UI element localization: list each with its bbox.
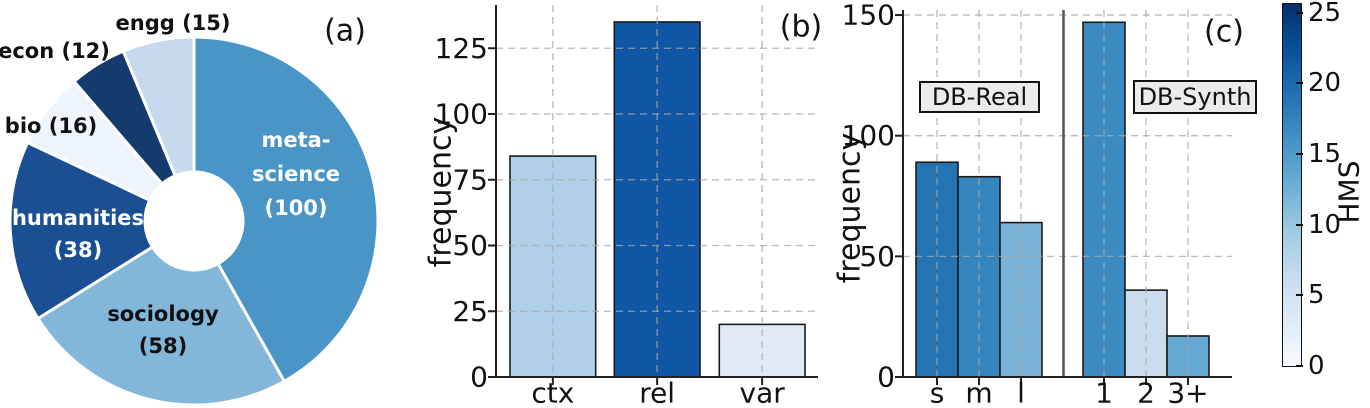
y-tick-label-b: 75 — [452, 163, 488, 196]
y-tick-label-c: 100 — [842, 119, 895, 152]
x-tick-label-b-ctx: ctx — [531, 377, 574, 408]
pie-label-bio: bio (16) — [5, 114, 97, 138]
colorbar-tick-label: 15 — [1308, 138, 1342, 169]
y-tick-label-b: 125 — [435, 32, 488, 65]
bar-ctx — [509, 155, 597, 378]
colorbar-label: HMS — [1332, 160, 1366, 224]
x-tick-label-b-var: var — [740, 377, 786, 408]
panel-label-b: (b) — [779, 9, 823, 45]
colorbar-tick-mark — [1296, 11, 1303, 14]
colorbar-tick-mark — [1296, 82, 1303, 85]
colorbar-tick-mark — [1296, 152, 1303, 155]
pie-slice-engg — [121, 35, 196, 178]
y-axis-label-b: frequency — [423, 116, 459, 268]
x-tick-label-c-3+: 3+ — [1167, 377, 1208, 408]
y-tick-label-b: 0 — [470, 361, 488, 394]
pie-label-econ: econ (12) — [0, 39, 110, 63]
y-tick-label-b: 50 — [452, 229, 488, 262]
pie-slice-humanities — [8, 141, 154, 321]
y-tick-label-c: 150 — [842, 0, 895, 32]
colorbar-tick-label: 0 — [1308, 350, 1325, 381]
x-tick-label-c-1: 1 — [1095, 377, 1113, 408]
x-tick-label-c-s: s — [930, 377, 945, 408]
x-tick-label-c-2: 2 — [1137, 377, 1155, 408]
pie-label-meta-science: (100) — [264, 196, 327, 220]
db-synth-label: DB-Synth — [1133, 80, 1257, 114]
x-tick-label-c-l: l — [1017, 377, 1025, 408]
pie-label-meta-science: meta- — [261, 128, 330, 152]
colorbar — [1282, 3, 1302, 367]
y-tick-label-c: 50 — [859, 240, 895, 273]
colorbar-tick-mark — [1296, 223, 1303, 226]
pie-slice-sociology — [36, 245, 286, 407]
pie-label-sociology: (58) — [139, 334, 187, 358]
pie-label-humanities: (38) — [54, 238, 102, 262]
colorbar-tick-label: 25 — [1308, 0, 1342, 28]
pie-label-engg: engg (15) — [116, 11, 231, 35]
pie-label-humanities: humanities — [12, 206, 144, 230]
bar-1 — [1082, 21, 1126, 378]
panel-label-a: (a) — [324, 13, 366, 49]
y-tick-label-b: 25 — [452, 295, 488, 328]
colorbar-tick-label: 20 — [1308, 68, 1342, 99]
colorbar-tick-mark — [1296, 294, 1303, 297]
pie-slice-meta-science — [192, 35, 380, 383]
y-tick-label-c: 0 — [877, 361, 895, 394]
db-real-label: DB-Real — [919, 81, 1040, 113]
pie-label-sociology: sociology — [107, 302, 219, 326]
colorbar-tick-mark — [1296, 364, 1303, 367]
x-tick-label-b-rel: rel — [639, 377, 675, 408]
x-tick-label-c-m: m — [965, 377, 992, 408]
colorbar-tick-label: 10 — [1308, 209, 1342, 240]
panel-label-c: (c) — [1204, 14, 1244, 50]
pie-label-meta-science: science — [252, 162, 340, 186]
y-axis-label-c: frequency — [832, 132, 868, 284]
y-tick-label-b: 100 — [435, 98, 488, 131]
colorbar-tick-label: 5 — [1308, 280, 1325, 311]
